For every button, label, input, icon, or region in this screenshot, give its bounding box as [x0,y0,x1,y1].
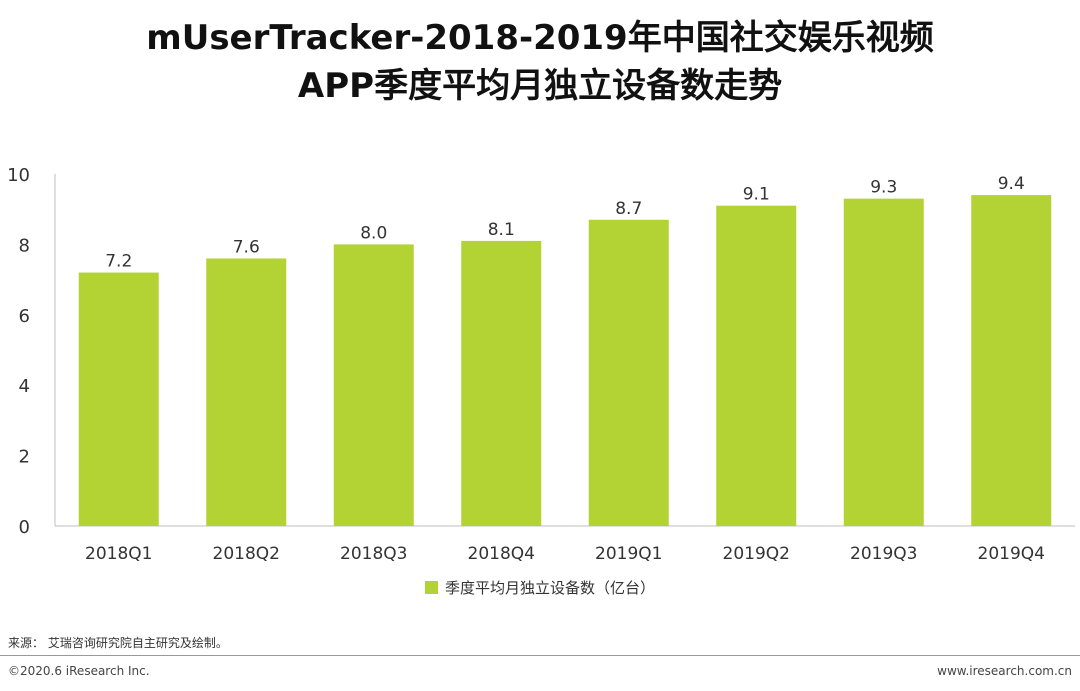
bar-value-label: 8.7 [615,199,642,219]
bar-value-label: 8.0 [360,223,387,243]
x-tick-label: 2019Q3 [850,544,917,564]
bar-value-label: 8.1 [488,220,515,240]
bar-value-label: 9.3 [870,178,897,198]
bar-value-label: 7.2 [105,252,132,272]
bar [206,258,287,526]
x-tick-label: 2019Q1 [595,544,662,564]
chart-title-line1: mUserTracker-2018-2019年中国社交娱乐视频 [146,18,934,58]
x-tick-label: 2019Q4 [978,544,1045,564]
y-tick-label: 2 [19,447,30,468]
footer-divider [0,655,1080,656]
bar [588,219,669,526]
chart-title-line2: APP季度平均月独立设备数走势 [297,66,783,106]
x-tick-label: 2019Q2 [723,544,790,564]
y-tick-label: 10 [7,165,30,186]
x-tick-label: 2018Q3 [340,544,407,564]
bar-value-label: 9.1 [743,185,770,205]
legend-swatch [425,581,438,594]
bar [716,205,797,526]
x-tick-label: 2018Q4 [468,544,535,564]
bar [843,198,924,526]
copyright-text: ©2020.6 iResearch Inc. [8,664,150,678]
bar [971,195,1052,526]
bar-value-label: 9.4 [998,174,1025,194]
bar [461,240,542,526]
bar-chart: 0 2 4 6 8 10 7.2 2018Q1 7.6 2018Q2 8.0 2018Q3 8.1 201… [7,165,1075,597]
y-tick-label: 6 [19,306,30,327]
x-tick-label: 2018Q2 [213,544,280,564]
x-tick-label: 2018Q1 [85,544,152,564]
bar-value-label: 7.6 [233,237,260,257]
bar [78,272,159,526]
bar [333,244,414,526]
legend-label: 季度平均月独立设备数（亿台） [445,579,655,597]
y-tick-label: 0 [19,517,30,538]
chart-title: mUserTracker-2018-2019年中国社交娱乐视频 APP季度平均月… [0,14,1080,110]
source-note: 来源： 艾瑞咨询研究院自主研究及绘制。 [8,636,228,650]
website-link[interactable]: www.iresearch.com.cn [937,664,1072,678]
y-tick-label: 4 [19,376,30,397]
y-tick-label: 8 [19,235,30,256]
